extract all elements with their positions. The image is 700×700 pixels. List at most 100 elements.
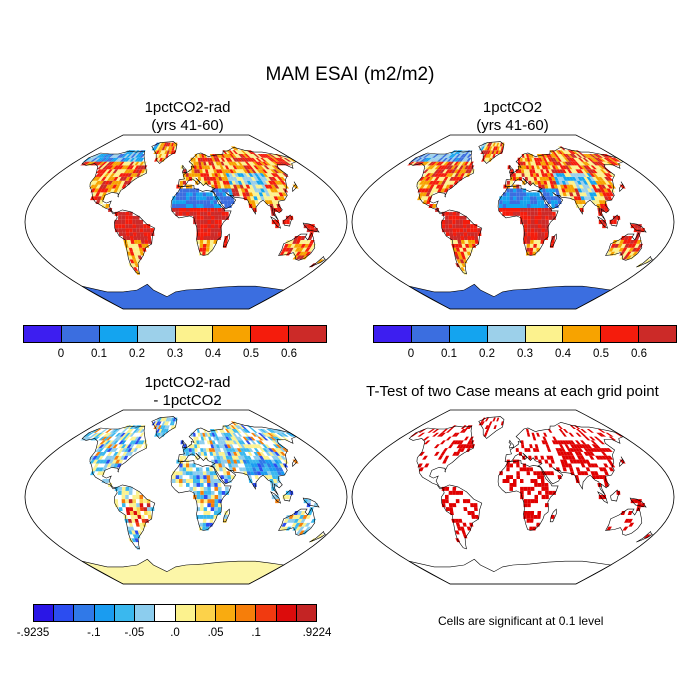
grid-cell [206,200,211,204]
grid-cell [265,451,272,456]
grid-cell [226,184,232,189]
grid-cell [537,511,542,515]
grid-cell [248,444,254,449]
grid-cell [224,236,229,240]
grid-cell [115,448,121,452]
coastline-greenland [478,416,505,439]
grid-cell [268,475,273,479]
grid-cell [219,448,225,452]
grid-cell [307,518,313,523]
grid-cell [99,165,106,170]
grid-cell [196,154,200,158]
grid-cell [529,467,534,472]
grid-cell [562,154,569,158]
grid-cell [630,224,635,229]
grid-cell [520,440,524,445]
grid-cell [213,236,218,240]
grid-cell [412,157,421,162]
grid-cell [240,169,246,174]
grid-cell [230,146,237,151]
grid-cell [445,184,451,189]
grid-cell [90,432,99,437]
grid-cell [440,188,446,193]
grid-cell [548,176,553,181]
grid-cell [453,169,459,174]
colorbar-swatch [175,605,196,621]
grid-cell [291,247,298,252]
grid-cell [264,444,271,449]
grid-cell [544,459,549,464]
grid-cell [100,436,108,441]
colorbar-swatch [449,326,488,342]
grid-cell [429,184,435,189]
colorbar-swatch [374,326,412,342]
colorbar-swatch [251,326,290,342]
grid-cell [221,169,226,174]
grid-cell [116,451,122,456]
grid-cell [583,196,589,201]
grid-cell [240,154,247,158]
grid-cell [468,243,473,248]
grid-cell [225,215,229,220]
grid-cell [186,451,189,456]
grid-cell [114,499,119,504]
grid-cell [530,479,535,483]
grid-cell [129,425,136,429]
grid-cell [245,173,251,177]
grid-cell [107,429,115,433]
grid-cell [593,196,599,201]
grid-cell [200,486,204,491]
grid-cell [118,154,126,158]
grid-cell [301,251,308,256]
grid-cell [246,432,253,437]
grid-cell [122,432,129,437]
grid-cell [200,503,204,508]
grid-cell [248,169,254,174]
grid-cell [575,184,581,189]
grid-cell [573,196,579,201]
grid-cell [205,448,210,452]
grid-cell [230,150,236,154]
grid-cell [262,173,269,177]
grid-cell [488,421,493,426]
grid-cell [128,494,133,500]
grid-cell [197,451,202,456]
grid-cell [425,161,433,166]
grid-cell [628,247,635,252]
grid-cell [445,215,449,220]
grid-cell [578,459,584,464]
grid-cell [189,483,194,487]
grid-cell [129,251,135,256]
grid-cell [144,240,149,244]
grid-cell [547,429,553,433]
grid-cell [262,176,268,181]
grid-cell [133,240,138,244]
grid-cell [271,180,277,185]
grid-cell [229,429,235,433]
grid-cell [270,429,279,433]
grid-cell [263,165,270,170]
grid-cell [121,169,127,174]
grid-cell [213,455,218,460]
grid-cell [545,494,549,500]
grid-cell [474,236,479,240]
grid-cell [132,169,138,174]
grid-cell [226,169,232,174]
grid-cell [563,150,570,154]
grid-cell [491,150,495,154]
grid-cell [253,165,260,170]
grid-cell [247,188,252,193]
grid-cell [418,429,427,433]
coastline-northAmerica [81,150,147,215]
grid-cell [175,479,179,483]
grid-cell [159,417,164,422]
grid-cell [136,236,141,240]
grid-cell [548,211,553,216]
grid-cell [428,169,435,174]
grid-cell [222,192,227,197]
grid-cell [121,154,128,158]
grid-cell [217,448,222,452]
grid-cell [276,471,282,476]
grid-cell [456,251,462,256]
grid-cell [206,196,210,201]
